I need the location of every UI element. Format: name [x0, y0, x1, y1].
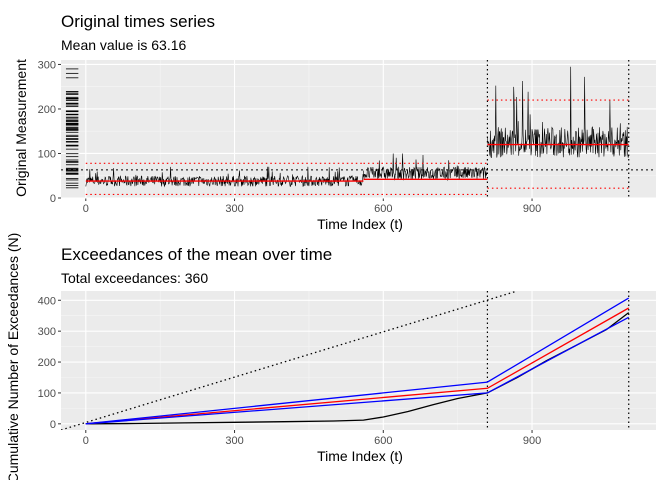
chart1-tick-label-y: 100 — [38, 148, 56, 160]
chart1-tick-label-x: 300 — [225, 203, 243, 215]
chart2-tick-label-y: 0 — [50, 419, 56, 431]
chart1-subtitle: Mean value is 63.16 — [61, 37, 187, 53]
chart2-tick-label-y: 200 — [38, 357, 56, 369]
chart2-xlabel: Time Index (t) — [317, 448, 403, 464]
exceedance-series-3 — [85, 297, 630, 425]
chart2-tick-label-x: 0 — [83, 435, 89, 447]
chart1-xlabel: Time Index (t) — [317, 216, 403, 232]
chart1-ylabel: Original Measurement — [13, 59, 29, 197]
chart2-title: Exceedances of the mean over time — [61, 245, 332, 264]
chart2-tick-label-y: 100 — [38, 388, 56, 400]
chart2-tick-label-x: 900 — [523, 435, 541, 447]
chart1-tick-label-y: 0 — [50, 193, 56, 205]
chart1-tick-label-x: 900 — [523, 203, 541, 215]
chart2-tick-label-x: 600 — [374, 435, 392, 447]
chart1-plot-background — [61, 60, 656, 198]
chart1-tick-label-y: 200 — [38, 104, 56, 116]
chart2-plot-background — [61, 291, 656, 430]
chart1-tick-label-x: 600 — [374, 203, 392, 215]
series-line-2 — [363, 153, 488, 182]
chart2-tick-label-y: 400 — [38, 295, 56, 307]
exceedance-series-2 — [85, 307, 630, 425]
chart2-tick-label-x: 300 — [225, 435, 243, 447]
exceedance-series-5 — [61, 291, 518, 430]
chart1-tick-label-x: 0 — [83, 203, 89, 215]
chart2-panel: 0 300 600 900 0 100 200 300 400 — [38, 291, 656, 447]
chart1-tick-label-y: 300 — [38, 59, 56, 71]
chart2-subtitle: Total exceedances: 360 — [61, 270, 208, 286]
chart2-tick-label-y: 300 — [38, 326, 56, 338]
chart2-ylabel: Cumulative Number of Exceedances (N) — [5, 233, 21, 480]
chart1-title: Original times series — [61, 12, 215, 31]
exceedance-series-4 — [85, 316, 630, 425]
chart1-panel: 0 300 600 900 0 100 200 300 — [38, 59, 656, 215]
